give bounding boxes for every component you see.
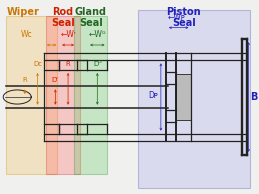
Text: R: R: [66, 61, 70, 67]
Text: ←Wᴳ: ←Wᴳ: [89, 30, 106, 39]
Text: Wᴄ: Wᴄ: [20, 30, 32, 39]
Text: Piston
Seal: Piston Seal: [167, 7, 201, 28]
Text: ←Wᴘ: ←Wᴘ: [167, 13, 185, 22]
Text: Dᴘ: Dᴘ: [148, 91, 158, 100]
Text: ←Wʳ: ←Wʳ: [60, 30, 76, 39]
Text: R: R: [23, 77, 27, 83]
Bar: [138, 10, 250, 188]
Bar: [176, 74, 191, 120]
Bar: [46, 16, 80, 174]
Text: B: B: [250, 92, 257, 102]
Text: Wiper: Wiper: [7, 7, 40, 17]
Text: Rod
Seal: Rod Seal: [51, 7, 75, 28]
Bar: [74, 16, 107, 174]
Text: Dʳ: Dʳ: [52, 77, 59, 83]
Bar: [6, 16, 57, 174]
Text: Dᴳ: Dᴳ: [93, 61, 102, 67]
Text: Gland
Seal: Gland Seal: [75, 7, 107, 28]
Text: Dᴄ: Dᴄ: [33, 61, 42, 67]
